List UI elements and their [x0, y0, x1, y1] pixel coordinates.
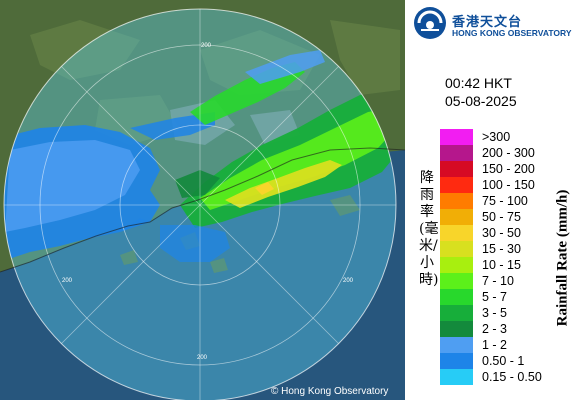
legend-swatch [440, 289, 473, 305]
rain-band-north-blue [130, 112, 215, 140]
legend-row: >300 [440, 129, 566, 145]
legend-row: 100 - 150 [440, 177, 566, 193]
range-spokes [4, 9, 396, 400]
legend-row: 0.15 - 0.50 [440, 369, 566, 385]
logo-english-name: HONG KONG OBSERVATORY [452, 28, 572, 38]
legend-row: 2 - 3 [440, 321, 566, 337]
legend-label: 10 - 15 [482, 258, 521, 272]
legend-swatch [440, 353, 473, 369]
legend-row: 1 - 2 [440, 337, 566, 353]
legend-label: 50 - 75 [482, 210, 521, 224]
legend-swatch [440, 257, 473, 273]
legend-swatch [440, 273, 473, 289]
legend-row: 30 - 50 [440, 225, 566, 241]
rain-band-west-light [5, 140, 140, 232]
legend-label: 1 - 2 [482, 338, 508, 352]
legend-swatch [440, 321, 473, 337]
range-ring-middle [39, 44, 361, 366]
legend-panel: 香港天文台 HONG KONG OBSERVATORY 00:42 HKT 05… [405, 0, 577, 400]
legend-row: 75 - 100 [440, 193, 566, 209]
legend-row: 0.50 - 1 [440, 353, 566, 369]
legend-row: 10 - 15 [440, 257, 566, 273]
radar-map-canvas: 200 200 200 200 © Hong Kong Observatory [0, 0, 405, 400]
legend-label: 3 - 5 [482, 306, 508, 320]
range-label-east: 200 [343, 278, 354, 284]
legend-row: 3 - 5 [440, 305, 566, 321]
mountain-ridges [30, 20, 400, 145]
legend-swatch [440, 241, 473, 257]
legend-label: 2 - 3 [482, 322, 508, 336]
hko-logo-icon [414, 7, 446, 39]
range-ring-outer [3, 8, 397, 400]
observation-time: 00:42 HKT [445, 75, 512, 91]
legend-label: 30 - 50 [482, 226, 521, 240]
legend-swatch [440, 177, 473, 193]
legend-swatch [440, 369, 473, 385]
legend-row: 5 - 7 [440, 289, 566, 305]
legend-label: >300 [482, 130, 511, 144]
radar-map: 200 200 200 200 © Hong Kong Observatory [0, 0, 405, 400]
hko-logo: 香港天文台 HONG KONG OBSERVATORY [413, 6, 573, 40]
legend-row: 150 - 200 [440, 161, 566, 177]
observation-date: 05-08-2025 [445, 93, 517, 109]
outer-islands [120, 195, 360, 273]
range-label-west: 200 [62, 278, 73, 284]
logo-chinese-name: 香港天文台 [452, 15, 523, 30]
legend-row: 7 - 10 [440, 273, 566, 289]
legend-label: 7 - 10 [482, 274, 514, 288]
legend-swatch [440, 209, 473, 225]
rainfall-scale: >300 200 - 300 150 - 200 100 - 150 75 - 100 5… [440, 129, 566, 385]
legend-swatch [440, 145, 473, 161]
copyright-text: © Hong Kong Observatory [271, 386, 388, 397]
rain-band-main-bright [200, 108, 396, 210]
legend-row: 200 - 300 [440, 145, 566, 161]
legend-title-english: Rainfall Rate (mm/h) [554, 189, 571, 327]
legend-row: 50 - 75 [440, 209, 566, 225]
rain-band-upper-blue [245, 50, 325, 84]
legend-swatch [440, 161, 473, 177]
legend-swatch [440, 337, 473, 353]
rain-cell-orange [255, 182, 274, 195]
rain-band-center-dark [175, 170, 220, 198]
coastline [0, 147, 405, 273]
range-ring-inner [119, 124, 281, 286]
range-label-north: 200 [201, 43, 212, 49]
rain-band-yellow [225, 160, 342, 208]
legend-label: 0.15 - 0.50 [482, 370, 542, 384]
legend-row: 15 - 30 [440, 241, 566, 257]
legend-swatch [440, 305, 473, 321]
legend-label: 15 - 30 [482, 242, 521, 256]
legend-label: 0.50 - 1 [482, 354, 525, 368]
legend-swatch [440, 193, 473, 209]
legend-label: 200 - 300 [482, 146, 535, 160]
legend-label: 75 - 100 [482, 194, 528, 208]
range-label-south: 200 [197, 355, 208, 361]
legend-swatch [440, 225, 473, 241]
legend-label: 5 - 7 [482, 290, 508, 304]
legend-label: 150 - 200 [482, 162, 535, 176]
rain-band-south-scatter [160, 225, 230, 262]
legend-title-chinese: 降雨率(毫米/小時) [419, 170, 439, 288]
legend-swatch [440, 129, 473, 145]
legend-label: 100 - 150 [482, 178, 535, 192]
